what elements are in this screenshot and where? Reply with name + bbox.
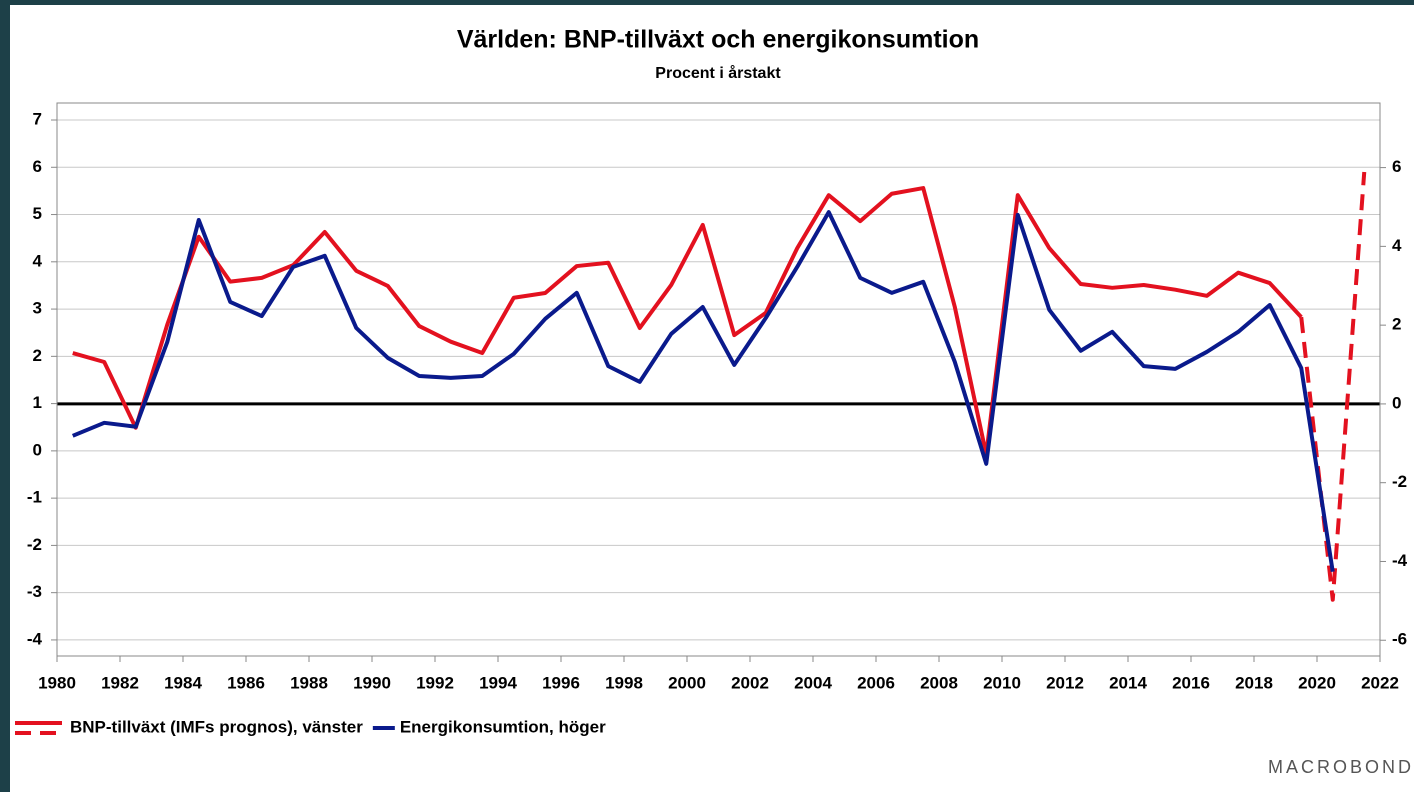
x-tick-label: 2018 [1235, 673, 1273, 692]
x-tick-label: 1984 [164, 673, 202, 692]
x-tick-label: 1992 [416, 673, 454, 692]
x-tick-label: 2006 [857, 673, 895, 692]
series-line [71, 210, 1335, 573]
x-tick-label: 1994 [479, 673, 517, 692]
watermark: MACROBOND [1268, 757, 1414, 777]
y2-tick-label: 4 [1392, 236, 1402, 255]
x-tick-label: 2012 [1046, 673, 1084, 692]
x-tick-label: 2000 [668, 673, 706, 692]
x-tick-label: 2010 [983, 673, 1021, 692]
x-tick-label: 2016 [1172, 673, 1210, 692]
legend-label: BNP-tillväxt (IMFs prognos), vänster [70, 717, 363, 736]
y-tick-label: 1 [33, 393, 42, 412]
x-tick-label: 1990 [353, 673, 391, 692]
x-tick-label: 2022 [1361, 673, 1399, 692]
x-tick-label: 2014 [1109, 673, 1147, 692]
forecast-line [1299, 171, 1367, 602]
series-line [72, 186, 1303, 457]
y-tick-label: 5 [33, 204, 42, 223]
y2-tick-label: -6 [1392, 630, 1407, 649]
y-tick-label: -3 [27, 582, 42, 601]
chart-title: Världen: BNP-tillväxt och energikonsumti… [457, 26, 979, 54]
y-tick-label: 0 [33, 440, 42, 459]
x-tick-label: 1986 [227, 673, 265, 692]
x-tick-label: 1982 [101, 673, 139, 692]
x-tick-label: 1980 [38, 673, 76, 692]
y-tick-label: 6 [33, 157, 42, 176]
x-tick-label: 2020 [1298, 673, 1336, 692]
y-tick-label: 7 [33, 109, 42, 128]
y-tick-label: 2 [33, 346, 42, 365]
x-tick-label: 1998 [605, 673, 643, 692]
y2-tick-label: 0 [1392, 393, 1401, 412]
x-tick-label: 1996 [542, 673, 580, 692]
chart-subtitle: Procent i årstakt [655, 64, 781, 82]
x-tick-label: 2002 [731, 673, 769, 692]
x-tick-label: 2004 [794, 673, 832, 692]
panel [10, 5, 1414, 792]
y2-tick-label: 2 [1392, 315, 1401, 334]
legend-label: Energikonsumtion, höger [400, 717, 606, 736]
y-tick-label: 3 [33, 299, 42, 318]
y-tick-label: -2 [27, 535, 42, 554]
plot-frame [56, 102, 1381, 657]
x-tick-label: 1988 [290, 673, 328, 692]
y2-tick-label: 6 [1392, 157, 1401, 176]
y-tick-label: -4 [27, 629, 43, 648]
x-tick-label: 2008 [920, 673, 958, 692]
y-tick-label: -1 [27, 488, 42, 507]
y-tick-label: 4 [33, 251, 43, 270]
y2-tick-label: -2 [1392, 472, 1407, 491]
y2-tick-label: -4 [1392, 551, 1408, 570]
